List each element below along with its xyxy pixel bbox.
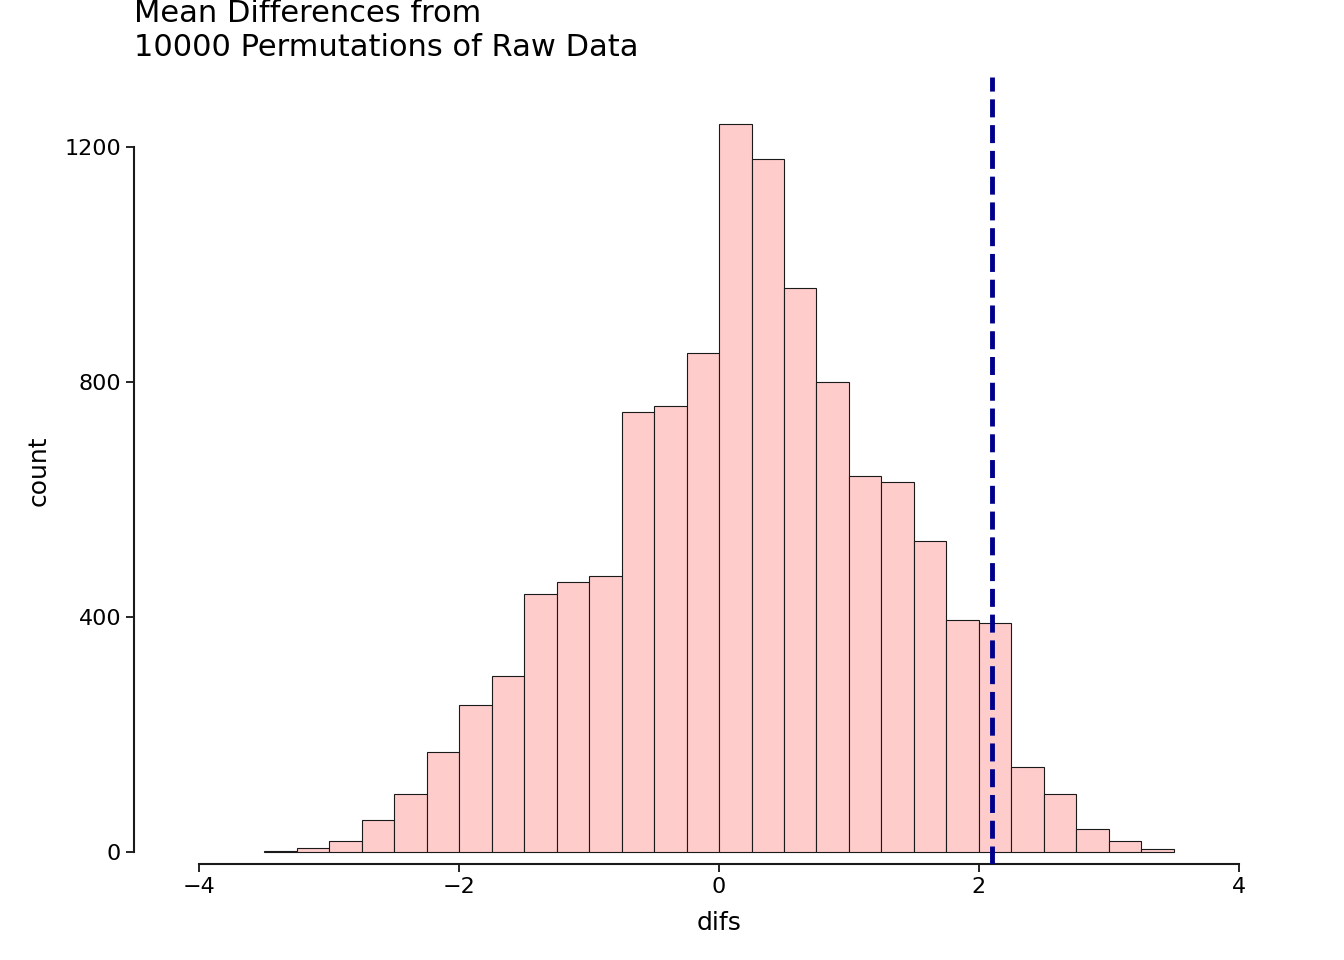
Bar [946, 620, 978, 852]
Bar [784, 288, 816, 852]
Bar [687, 353, 719, 852]
Bar [1077, 828, 1109, 852]
Bar [1011, 767, 1044, 852]
Bar [524, 594, 556, 852]
X-axis label: difs: difs [696, 911, 742, 935]
Bar [329, 841, 362, 852]
Bar [914, 540, 946, 852]
Bar [362, 820, 394, 852]
Bar [719, 124, 751, 852]
Bar [882, 482, 914, 852]
Bar [1044, 794, 1077, 852]
Y-axis label: count: count [27, 435, 51, 506]
Bar [655, 406, 687, 852]
Bar [849, 476, 882, 852]
Bar [589, 576, 621, 852]
Bar [978, 623, 1011, 852]
Bar [460, 706, 492, 852]
Bar [1141, 850, 1173, 852]
Bar [297, 848, 329, 852]
Bar [492, 676, 524, 852]
Bar [1109, 841, 1141, 852]
Bar [394, 794, 427, 852]
Bar [621, 412, 655, 852]
Bar [816, 382, 849, 852]
Bar [426, 753, 460, 852]
Bar [556, 582, 589, 852]
Bar [751, 159, 784, 852]
Text: Mean Differences from 
10000 Permutations of Raw Data: Mean Differences from 10000 Permutations… [134, 0, 638, 62]
